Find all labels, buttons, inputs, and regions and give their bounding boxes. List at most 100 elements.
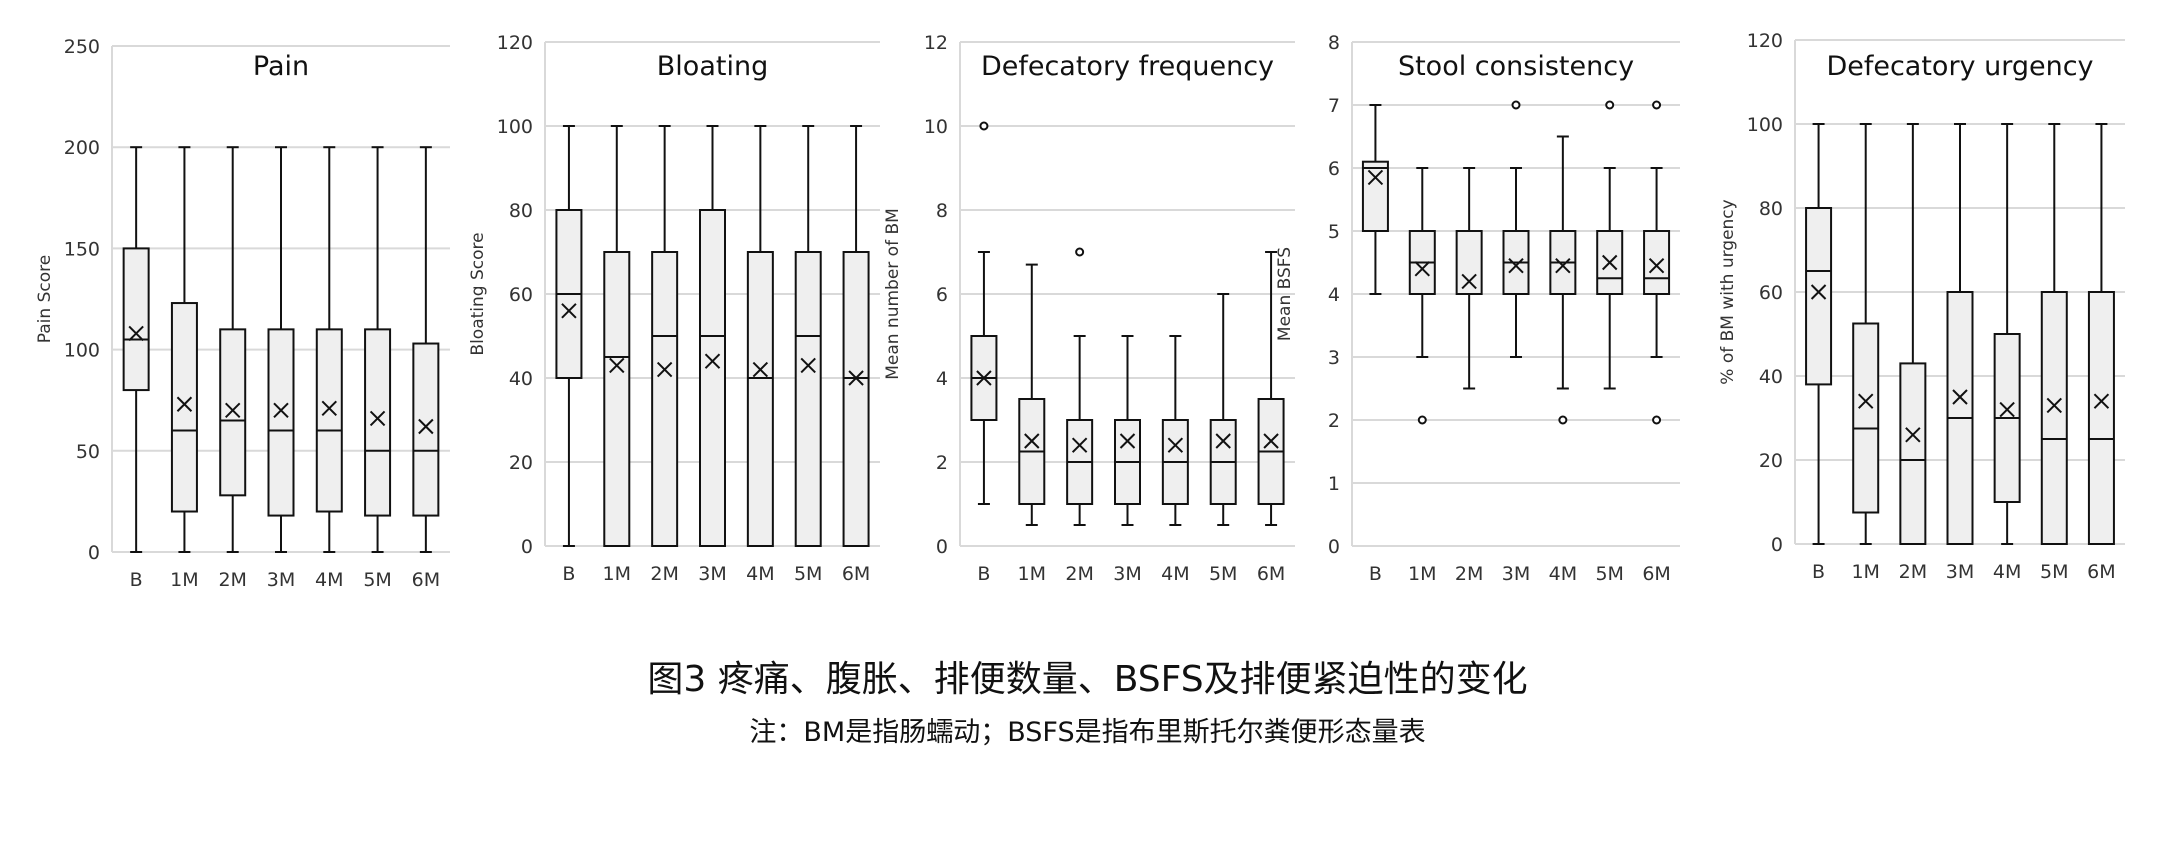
box-iqr [412,342,440,517]
y-tick-label: 2 [1328,410,1340,432]
mean-marker [2093,393,2110,409]
box-iqr [746,251,774,547]
outlier-point [1652,100,1662,110]
x-tick-label: 5M [363,569,391,591]
box-3M [699,125,726,547]
mean-marker [1602,254,1618,271]
mean-marker [609,357,625,374]
chart-0: 0 50 100 150 200 250 Pain Pain Score B 1M 2M 3M 4M 5M… [35,36,450,591]
mean-marker [561,303,577,319]
box-6M [2087,123,2115,545]
x-tick-label: 6M [2087,561,2115,583]
figure-caption: 图3 疼痛、腹胀、排便数量、BSFS及排便紧迫性的变化 [647,659,1528,700]
box-iqr [170,302,198,513]
box-B [1361,104,1389,295]
box-iqr [2040,291,2068,545]
y-tick-label: 7 [1328,95,1340,117]
box-1M [1852,123,1880,545]
x-tick-label: B [562,563,575,585]
chart-1: 0 20 40 60 80 100 120 Bloating Bloating Score B 1M… [468,32,880,585]
mean-marker [1215,433,1231,449]
y-tick-label: 120 [1747,30,1783,52]
x-tick-label: 6M [1257,563,1285,585]
mean-marker [225,402,241,419]
y-axis-label: Bloating Score [468,232,488,355]
y-tick-label: 0 [936,536,948,558]
y-tick-label: 2 [936,452,948,474]
mean-marker [2046,397,2062,414]
x-tick-label: 2M [650,563,678,585]
outlier-point [1558,415,1568,425]
mean-marker [1648,257,1665,274]
x-tick-label: 5M [1595,563,1623,585]
y-tick-label: 6 [936,284,948,306]
box-2M [1455,167,1483,390]
box-B [555,125,583,547]
mean-marker [1367,169,1384,186]
box-6M [1643,100,1671,425]
mean-marker [128,325,144,342]
chart-4: 0 20 40 60 80 100 120 Defecatory urgency % of BM… [1718,30,2125,583]
box-iqr [315,328,343,513]
box-iqr [794,251,822,547]
box-iqr [842,251,870,547]
box-6M [842,125,870,547]
mean-marker [1167,437,1184,453]
y-tick-label: 10 [924,116,948,138]
x-tick-label: 6M [842,563,870,585]
mean-marker [656,361,673,378]
y-tick-label: 3 [1328,347,1340,369]
x-tick-label: 6M [412,569,440,591]
mean-marker [1905,427,1921,443]
outlier-point [1511,100,1521,110]
mean-marker [800,357,816,374]
box-2M [651,125,679,547]
y-tick-label: 20 [509,452,533,474]
chart-2: 0 2 4 6 8 10 12 Defecatory frequency Mean number… [883,32,1295,585]
x-tick-label: 3M [1946,561,1974,583]
x-tick-label: 2M [1065,563,1093,585]
mean-marker [1999,401,2015,418]
box-5M [364,146,392,553]
box-iqr [1899,362,1927,545]
outlier-point [1075,247,1085,257]
mean-marker [1119,433,1136,449]
y-tick-label: 200 [64,137,100,159]
x-tick-label: 4M [1993,561,2021,583]
y-tick-label: 12 [924,32,948,54]
box-3M [1502,100,1530,358]
box-4M [1549,135,1577,425]
box-4M [315,146,343,553]
chart-title: Defecatory urgency [1826,51,2093,82]
x-tick-label: B [130,569,143,591]
x-tick-label: 5M [2040,561,2068,583]
box-iqr [651,251,679,547]
chart-title: Stool consistency [1398,51,1634,82]
y-tick-label: 5 [1328,221,1340,243]
y-tick-label: 40 [1759,366,1783,388]
box-iqr [603,251,631,547]
mean-marker [848,370,864,386]
y-tick-label: 8 [936,200,948,222]
y-tick-label: 0 [88,542,100,564]
x-tick-label: B [977,563,990,585]
mean-marker [273,402,289,419]
mean-marker [1414,261,1430,277]
y-tick-label: 100 [1747,114,1783,136]
box-iqr [1455,230,1483,295]
box-3M [1946,123,1974,545]
x-tick-label: 4M [746,563,774,585]
box-2M [1899,123,1927,545]
x-tick-label: 5M [794,563,822,585]
figure-note: 注：BM是指肠蠕动；BSFS是指布里斯托尔粪便形态量表 [749,717,1426,748]
box-iqr [219,328,247,497]
y-tick-label: 60 [1759,282,1783,304]
outlier-point [979,121,989,131]
mean-marker [321,400,337,417]
box-iqr [364,328,392,517]
x-tick-label: 5M [1209,563,1237,585]
outlier-point [1417,415,1427,425]
box-iqr [1852,322,1880,514]
box-iqr [267,328,295,517]
x-tick-label: 1M [603,563,631,585]
